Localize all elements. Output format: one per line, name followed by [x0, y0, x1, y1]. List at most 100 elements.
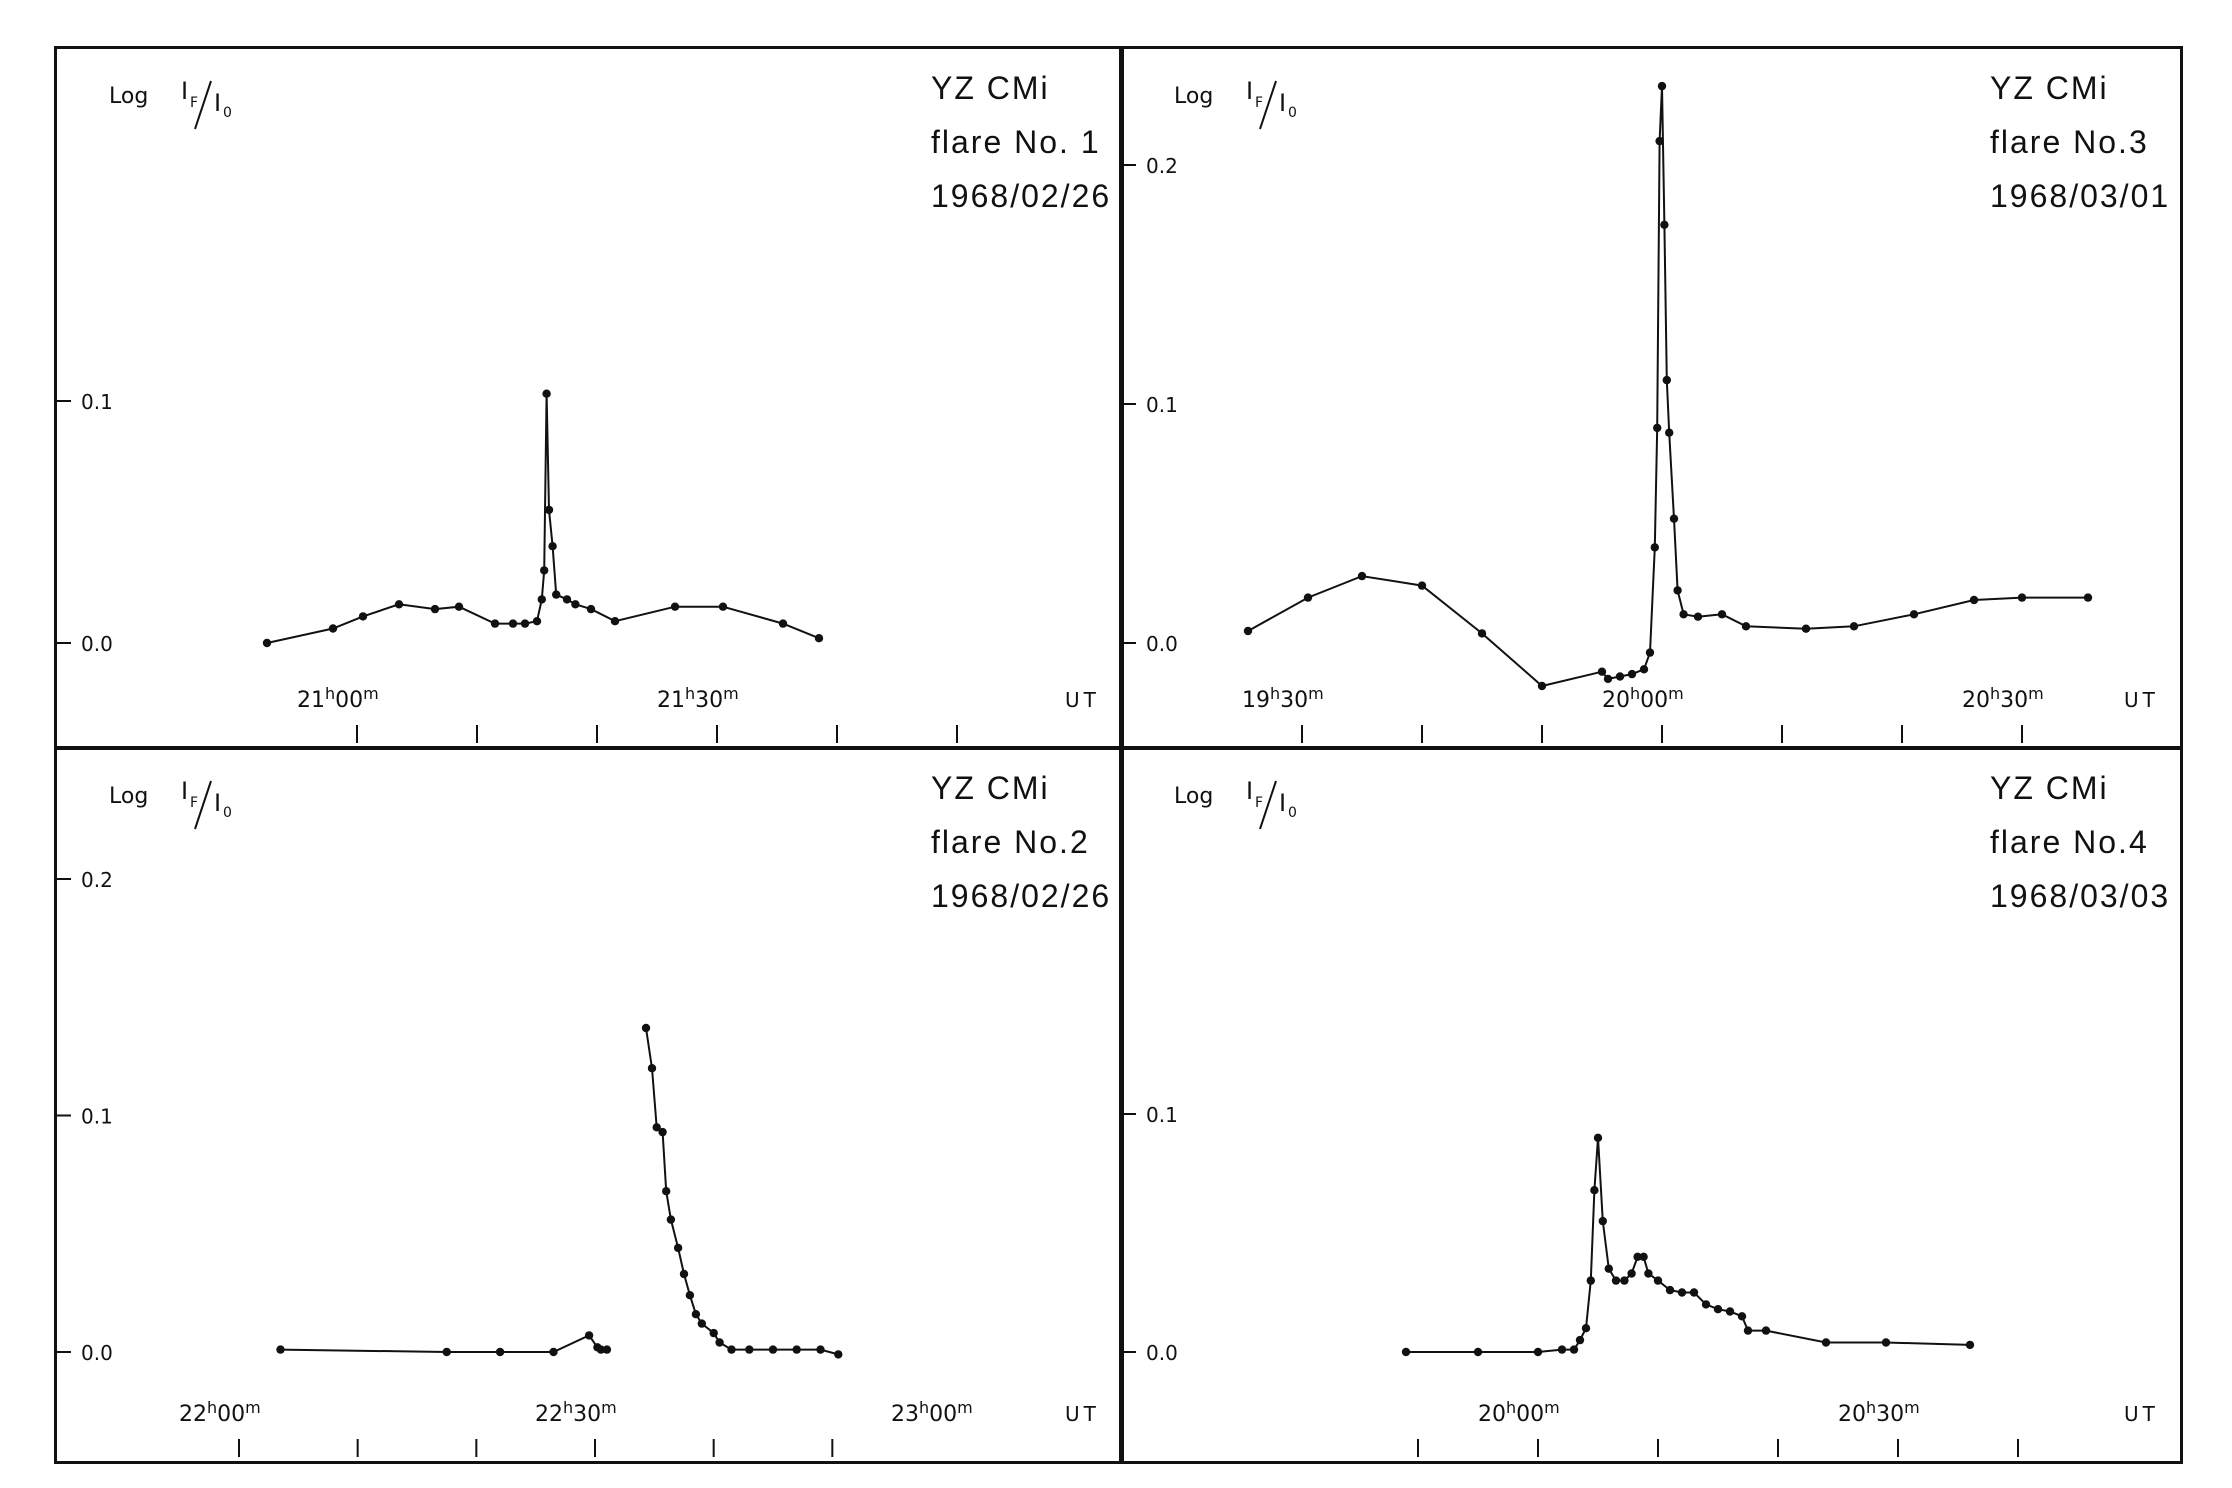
- data-point: [1741, 622, 1751, 631]
- data-point: [679, 1269, 689, 1279]
- x-unit-label: UT: [1065, 1402, 1100, 1426]
- data-point: [670, 602, 680, 611]
- data-point: [1357, 571, 1367, 581]
- series-line: [645, 1027, 839, 1356]
- title-flare: flare No.3: [1990, 124, 2149, 160]
- data-point: [658, 1127, 667, 1137]
- data-point: [1761, 1326, 1771, 1335]
- data-point: [1701, 1300, 1711, 1309]
- y-label-denominator-sub: 0: [223, 105, 232, 121]
- y-tick-label: 0.0: [81, 632, 113, 656]
- data-point: [1969, 595, 1979, 605]
- data-point: [1743, 1326, 1753, 1335]
- y-axis-label: Log I F I 0: [1174, 77, 1297, 130]
- data-point: [430, 604, 440, 614]
- data-point: [1417, 581, 1427, 590]
- x-unit-label: UT: [1065, 688, 1100, 712]
- x-tick-label: 21h30m: [657, 684, 739, 713]
- x-tick-label: 22h00m: [179, 1398, 261, 1427]
- y-label-log: Log: [1174, 784, 1213, 809]
- data-point: [1909, 610, 1919, 619]
- data-point: [1653, 1276, 1663, 1285]
- data-point: [1693, 612, 1703, 621]
- data-point: [1677, 1288, 1687, 1297]
- data-point: [1597, 667, 1607, 676]
- x-unit-label: UT: [2124, 1402, 2159, 1426]
- y-label-numerator: I: [181, 777, 188, 805]
- data-point: [666, 1215, 676, 1224]
- data-point: [1665, 1285, 1675, 1295]
- data-point: [1657, 81, 1667, 91]
- data-point: [552, 590, 561, 599]
- y-label-denominator-sub: 0: [223, 805, 232, 821]
- x-tick-label: 20h30m: [1838, 1398, 1920, 1427]
- data-point: [602, 1345, 612, 1354]
- data-point: [718, 602, 728, 611]
- data-point: [1645, 648, 1655, 657]
- data-point: [1557, 1345, 1567, 1354]
- y-label-log: Log: [109, 784, 148, 809]
- x-unit-label: UT: [2124, 688, 2159, 712]
- title-star: YZ CMi: [1990, 70, 2109, 106]
- data-point: [1669, 514, 1679, 523]
- data-point: [1401, 1347, 1411, 1357]
- data-point: [673, 1243, 683, 1253]
- y-tick-label: 0.1: [81, 1105, 113, 1129]
- title-date: 1968/02/26: [931, 178, 1111, 214]
- data-point: [276, 1345, 285, 1354]
- data-point: [1881, 1338, 1891, 1347]
- data-point: [1665, 428, 1674, 437]
- data-point: [596, 1345, 606, 1354]
- panel-flare-4: Log I F I 0 YZ CMi flare No.4 1968/03/03 0.0 0.1 2…: [1119, 746, 2183, 1464]
- data-point: [1627, 669, 1637, 679]
- y-label-numerator-sub: F: [1255, 95, 1263, 111]
- data-point: [1689, 1288, 1699, 1297]
- data-point: [571, 600, 580, 609]
- data-point: [1598, 1216, 1607, 1226]
- data-point: [1717, 610, 1727, 619]
- data-point: [490, 619, 500, 628]
- y-label-denominator: I: [214, 89, 221, 117]
- panel-flare-2: Log I F I 0 YZ CMi flare No.2 1968/02/26 0.0 0.1 0…: [54, 746, 1124, 1464]
- data-point: [544, 505, 554, 515]
- y-label-numerator: I: [1246, 777, 1253, 805]
- series-line: [1406, 1137, 1971, 1353]
- data-point: [358, 612, 368, 621]
- data-point: [1650, 543, 1659, 552]
- data-point: [715, 1338, 724, 1347]
- data-point: [540, 566, 549, 575]
- data-point: [1569, 1345, 1579, 1354]
- y-label-slash: [194, 780, 212, 830]
- data-point: [520, 619, 530, 628]
- data-point: [1965, 1340, 1975, 1350]
- data-point: [508, 619, 518, 628]
- y-axis-label: Log I F I 0: [109, 777, 232, 830]
- data-point: [1590, 1186, 1599, 1195]
- data-point: [727, 1345, 736, 1354]
- data-point: [1662, 375, 1671, 385]
- y-axis-label: Log I F I 0: [109, 77, 232, 130]
- data-point: [768, 1345, 778, 1354]
- data-point: [1644, 1269, 1653, 1278]
- y-label-denominator-sub: 0: [1288, 805, 1297, 821]
- data-point: [1473, 1347, 1483, 1357]
- data-point: [532, 617, 542, 626]
- y-label-numerator-sub: F: [190, 95, 198, 111]
- data-point: [1575, 1335, 1585, 1345]
- x-tick-label: 22h30m: [535, 1398, 617, 1427]
- data-point: [1303, 593, 1313, 602]
- y-tick-label: 0.0: [81, 1341, 113, 1365]
- y-label-denominator: I: [1279, 789, 1286, 817]
- panel-flare-1: Log I F I 0 YZ CMi flare No. 1 1968/02/26 0.0 0.1…: [54, 46, 1124, 750]
- y-tick-label: 0.0: [1146, 1341, 1178, 1365]
- data-point: [1639, 665, 1649, 674]
- data-point: [2083, 593, 2093, 602]
- data-point: [328, 624, 338, 633]
- data-point: [1477, 629, 1487, 638]
- data-point: [1243, 626, 1253, 636]
